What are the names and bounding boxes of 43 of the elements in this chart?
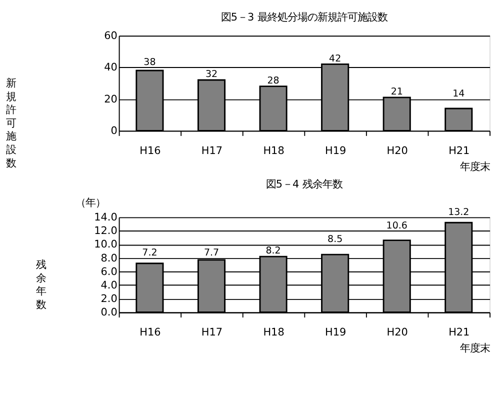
x-tick-label: H18 bbox=[263, 144, 284, 157]
text: （年） bbox=[76, 196, 106, 209]
x-tick-label: H17 bbox=[201, 144, 223, 157]
x-tick-label: H19 bbox=[324, 326, 346, 339]
chart-title: 図5－4 残余年数 bbox=[266, 178, 342, 191]
x-tick-label: H18 bbox=[263, 326, 284, 339]
data-label: 28 bbox=[267, 75, 280, 86]
y-tick-label: 8.0 bbox=[100, 252, 118, 264]
y-tick-label: 14.0 bbox=[94, 212, 118, 224]
data-label: 8.5 bbox=[328, 234, 343, 245]
y-tick-label: 20 bbox=[104, 93, 118, 106]
data-label: 7.7 bbox=[204, 248, 220, 259]
x-axis-title: 年度末 bbox=[460, 342, 490, 355]
y-tick-label: 2.0 bbox=[100, 293, 118, 305]
y-axis-title: 新規許可施設数 bbox=[6, 77, 16, 170]
y-tick-label: 12.0 bbox=[94, 225, 118, 238]
data-label: 21 bbox=[390, 86, 403, 98]
data-label: 8.2 bbox=[266, 246, 281, 257]
chart-title: 図5－3 最終処分場の新規許可施設数 bbox=[220, 11, 388, 24]
y-tick-label: 10.0 bbox=[94, 238, 118, 251]
x-tick-label: H16 bbox=[140, 326, 161, 339]
x-tick-label: H20 bbox=[386, 326, 408, 339]
data-label: 13.2 bbox=[448, 206, 470, 218]
data-label: 32 bbox=[205, 69, 218, 80]
y-tick-label: 4.0 bbox=[100, 279, 118, 292]
x-tick-label: H21 bbox=[448, 326, 470, 339]
data-label: 38 bbox=[144, 56, 156, 68]
y-tick-label: 0 bbox=[110, 125, 118, 138]
x-tick-label: H17 bbox=[201, 326, 223, 339]
data-label: 42 bbox=[329, 53, 342, 64]
data-label: 10.6 bbox=[386, 220, 408, 232]
data-label: 7.2 bbox=[142, 248, 158, 259]
x-tick-label: H19 bbox=[324, 144, 346, 157]
y-tick-label: 0.0 bbox=[100, 306, 118, 319]
data-label: 14 bbox=[452, 88, 465, 100]
y-axis-title: 残余年数 bbox=[36, 259, 46, 311]
y-tick-label: 40 bbox=[104, 62, 118, 74]
y-tick-label: 6.0 bbox=[100, 266, 118, 278]
x-tick-label: H16 bbox=[140, 144, 161, 157]
x-tick-label: H21 bbox=[448, 144, 470, 157]
x-axis-title: 年度末 bbox=[460, 161, 490, 174]
y-tick-label: 60 bbox=[104, 30, 118, 42]
x-tick-label: H20 bbox=[386, 144, 408, 157]
